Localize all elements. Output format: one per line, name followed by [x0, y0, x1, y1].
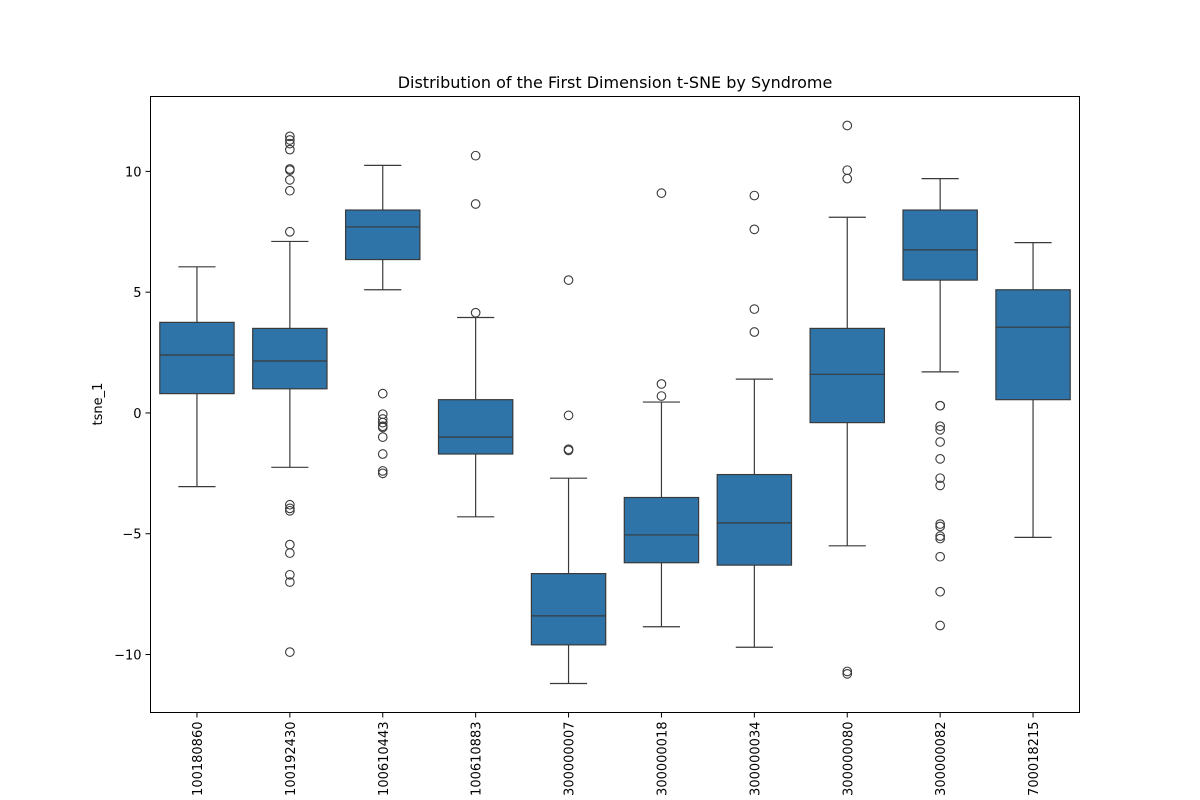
- x-tick-label: 300000034: [748, 722, 763, 796]
- outlier-point: [656, 379, 667, 389]
- outlier-point: [935, 519, 946, 529]
- outlier-point: [377, 449, 388, 459]
- x-tick-label: 300000007: [563, 722, 578, 796]
- outlier-point: [749, 190, 760, 201]
- outlier-point: [470, 150, 481, 161]
- outlier-point: [935, 620, 946, 631]
- outlier-point: [935, 421, 946, 432]
- outlier-point: [285, 135, 295, 145]
- outlier-point: [935, 454, 946, 464]
- outlier-point: [285, 164, 295, 174]
- outlier-point: [285, 548, 295, 558]
- x-tick-label: 300000018: [655, 722, 670, 796]
- outlier-point: [563, 275, 574, 285]
- outlier-point: [377, 468, 388, 479]
- box-group-300000018: [623, 188, 700, 628]
- outlier-point: [470, 199, 481, 209]
- x-tick-label: 100610883: [470, 722, 485, 796]
- box: [530, 572, 607, 646]
- box-group-100180860: [159, 266, 235, 488]
- outlier-point: [285, 647, 295, 657]
- outlier-point: [285, 499, 295, 510]
- box: [809, 327, 886, 424]
- outlier-point: [935, 531, 946, 542]
- outlier-point: [749, 327, 760, 337]
- outlier-point: [935, 480, 946, 491]
- box: [252, 327, 328, 390]
- outlier-point: [656, 391, 667, 401]
- outlier-point: [377, 432, 388, 442]
- outlier-point: [656, 188, 667, 198]
- outlier-point: [935, 473, 946, 484]
- outlier-point: [470, 307, 481, 318]
- outlier-point: [842, 173, 853, 184]
- box-group-300000082: [902, 178, 978, 631]
- box: [623, 496, 700, 564]
- outlier-point: [285, 144, 295, 155]
- box: [716, 473, 793, 566]
- y-tick-label: 0: [133, 407, 141, 422]
- box-group-300000080: [809, 120, 886, 679]
- outlier-point: [935, 521, 946, 532]
- box: [995, 289, 1071, 401]
- x-tick-label: 100180860: [191, 722, 206, 796]
- box-group-100192430: [252, 131, 328, 657]
- outlier-point: [842, 120, 853, 131]
- box: [159, 321, 235, 395]
- outlier-point: [377, 417, 388, 428]
- outlier-point: [285, 505, 295, 516]
- outlier-point: [285, 577, 295, 587]
- x-tick-label: 300000080: [841, 722, 856, 796]
- outlier-point: [935, 437, 946, 447]
- box: [344, 209, 421, 261]
- outlier-point: [285, 539, 295, 550]
- x-tick-label: 100192430: [284, 722, 299, 796]
- outlier-point: [749, 224, 760, 235]
- outlier-point: [935, 533, 946, 544]
- box-group-300000007: [530, 275, 607, 685]
- y-tick-label: −5: [122, 528, 141, 543]
- outlier-point: [935, 586, 946, 597]
- outlier-point: [285, 226, 295, 237]
- outlier-point: [285, 569, 295, 580]
- outlier-point: [285, 185, 295, 196]
- outlier-point: [842, 165, 853, 176]
- plot-area: 10 5 0 −5 −10 100180860 100192430 100610443 1006…: [114, 120, 1071, 796]
- outlier-point: [842, 666, 853, 677]
- outlier-point: [563, 445, 574, 456]
- y-tick-label: 5: [133, 286, 141, 301]
- outlier-point: [749, 304, 760, 314]
- outlier-point: [285, 503, 295, 514]
- outlier-point: [935, 400, 946, 411]
- outlier-point: [563, 410, 574, 421]
- outlier-point: [377, 422, 388, 433]
- box-group-100610883: [437, 150, 514, 518]
- outlier-point: [377, 388, 388, 399]
- box: [437, 399, 514, 455]
- y-axis-label: tsne_1: [91, 383, 106, 426]
- box-group-100610443: [344, 164, 421, 479]
- outlier-point: [935, 551, 946, 562]
- outlier-point: [285, 131, 295, 142]
- outlier-point: [377, 466, 388, 476]
- box-group-700018215: [995, 242, 1071, 538]
- box: [902, 209, 978, 281]
- outlier-point: [842, 668, 853, 679]
- chart-title: Distribution of the First Dimension t-SN…: [398, 73, 833, 92]
- outlier-point: [285, 174, 295, 185]
- y-tick-label: 10: [125, 165, 142, 180]
- x-tick-label: 300000082: [934, 722, 949, 796]
- plot-frame: [150, 96, 1080, 713]
- box-group-300000034: [716, 190, 793, 648]
- outlier-point: [285, 138, 295, 149]
- x-tick-label: 700018215: [1027, 722, 1042, 796]
- y-tick-label: −10: [114, 649, 141, 664]
- outlier-point: [935, 425, 946, 435]
- x-tick-label: 100610443: [377, 722, 392, 796]
